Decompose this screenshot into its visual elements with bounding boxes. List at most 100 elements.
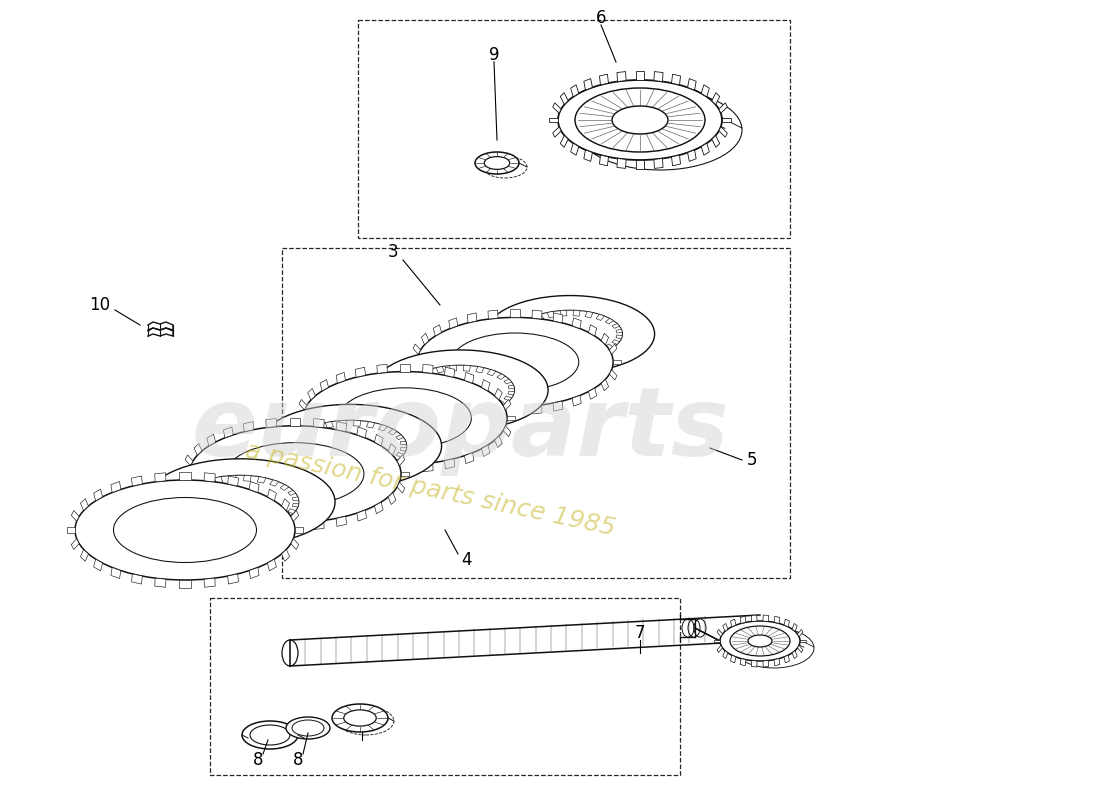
Polygon shape <box>507 416 515 420</box>
Ellipse shape <box>406 365 515 415</box>
Polygon shape <box>596 347 604 354</box>
Polygon shape <box>488 405 498 414</box>
Text: 8: 8 <box>293 751 304 769</box>
Polygon shape <box>296 434 304 440</box>
Polygon shape <box>388 493 396 505</box>
Text: 9: 9 <box>356 714 367 732</box>
Polygon shape <box>308 389 316 400</box>
Polygon shape <box>308 436 316 447</box>
Polygon shape <box>723 650 728 658</box>
Polygon shape <box>510 310 520 318</box>
Polygon shape <box>388 457 397 463</box>
Polygon shape <box>712 93 719 105</box>
Polygon shape <box>671 155 681 166</box>
Polygon shape <box>520 340 528 345</box>
Polygon shape <box>437 407 444 414</box>
Polygon shape <box>132 476 142 486</box>
Polygon shape <box>468 313 477 323</box>
Ellipse shape <box>339 388 472 448</box>
Polygon shape <box>185 455 192 466</box>
Polygon shape <box>378 425 387 431</box>
Polygon shape <box>585 311 593 318</box>
Polygon shape <box>397 455 405 466</box>
Text: 8: 8 <box>253 751 263 769</box>
Polygon shape <box>320 445 329 457</box>
Polygon shape <box>449 318 458 329</box>
Polygon shape <box>280 485 289 490</box>
Polygon shape <box>422 364 433 374</box>
Polygon shape <box>295 416 304 420</box>
Polygon shape <box>214 477 223 483</box>
Polygon shape <box>204 578 216 587</box>
Polygon shape <box>730 619 736 627</box>
Ellipse shape <box>302 371 507 464</box>
Polygon shape <box>223 510 233 521</box>
Polygon shape <box>406 391 411 394</box>
Polygon shape <box>72 510 79 522</box>
Polygon shape <box>243 422 254 432</box>
Polygon shape <box>182 503 188 507</box>
Polygon shape <box>67 527 75 533</box>
Polygon shape <box>800 640 806 642</box>
Polygon shape <box>425 370 432 376</box>
Polygon shape <box>532 310 542 319</box>
Polygon shape <box>688 78 696 90</box>
Polygon shape <box>605 318 614 324</box>
Polygon shape <box>702 85 710 97</box>
Polygon shape <box>266 418 277 428</box>
Polygon shape <box>294 447 300 451</box>
Polygon shape <box>717 646 723 653</box>
Ellipse shape <box>182 475 299 529</box>
Polygon shape <box>421 379 429 390</box>
Polygon shape <box>572 395 581 406</box>
Polygon shape <box>717 630 723 637</box>
Polygon shape <box>229 475 236 482</box>
Polygon shape <box>388 443 396 455</box>
Polygon shape <box>605 344 614 350</box>
Polygon shape <box>396 434 404 440</box>
Polygon shape <box>612 323 619 328</box>
Polygon shape <box>518 335 524 338</box>
Polygon shape <box>228 476 239 486</box>
Ellipse shape <box>189 426 402 522</box>
Polygon shape <box>488 310 498 319</box>
Polygon shape <box>616 335 623 338</box>
Polygon shape <box>415 401 424 406</box>
Polygon shape <box>290 538 299 550</box>
Polygon shape <box>584 78 593 90</box>
Polygon shape <box>573 310 580 316</box>
Ellipse shape <box>451 333 579 391</box>
Polygon shape <box>270 480 278 486</box>
Polygon shape <box>730 655 736 663</box>
Polygon shape <box>425 404 432 410</box>
Ellipse shape <box>294 420 407 472</box>
Polygon shape <box>718 102 727 114</box>
Ellipse shape <box>227 442 364 506</box>
Ellipse shape <box>417 318 613 406</box>
Polygon shape <box>571 143 579 155</box>
Ellipse shape <box>258 404 441 488</box>
Ellipse shape <box>242 721 298 749</box>
Polygon shape <box>688 150 696 162</box>
Polygon shape <box>356 427 366 438</box>
Polygon shape <box>295 527 302 533</box>
Polygon shape <box>214 521 223 527</box>
Ellipse shape <box>730 626 790 656</box>
Polygon shape <box>547 311 556 318</box>
Polygon shape <box>314 520 324 530</box>
Polygon shape <box>463 409 471 414</box>
Polygon shape <box>257 477 266 483</box>
Text: 2: 2 <box>228 526 239 544</box>
Polygon shape <box>584 150 593 162</box>
Polygon shape <box>388 429 397 435</box>
Polygon shape <box>601 379 608 390</box>
Text: 6: 6 <box>596 9 606 27</box>
Polygon shape <box>294 441 300 445</box>
Polygon shape <box>302 457 311 463</box>
Polygon shape <box>573 352 580 358</box>
Polygon shape <box>194 443 202 455</box>
Polygon shape <box>421 334 429 345</box>
Ellipse shape <box>113 498 256 562</box>
Ellipse shape <box>484 157 509 170</box>
Polygon shape <box>495 389 503 400</box>
